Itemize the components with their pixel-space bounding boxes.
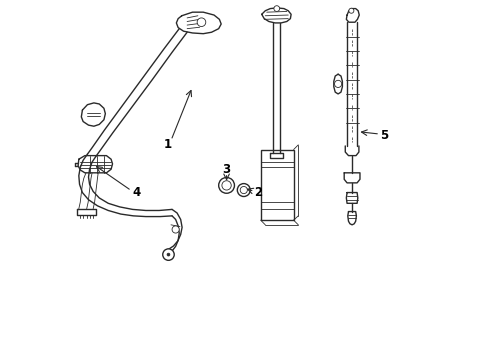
Text: 1: 1: [163, 138, 171, 150]
Circle shape: [163, 249, 174, 260]
Text: 3: 3: [222, 163, 230, 176]
Circle shape: [348, 8, 353, 13]
Polygon shape: [81, 103, 105, 126]
Circle shape: [237, 184, 250, 197]
Polygon shape: [87, 29, 187, 157]
Polygon shape: [79, 160, 172, 217]
Polygon shape: [333, 74, 342, 94]
Text: 4: 4: [132, 186, 140, 199]
Polygon shape: [261, 8, 290, 23]
Polygon shape: [78, 156, 112, 173]
Polygon shape: [347, 212, 356, 225]
Bar: [260, 149, 293, 220]
Text: 5: 5: [380, 129, 387, 142]
Polygon shape: [344, 173, 359, 183]
Circle shape: [197, 18, 205, 27]
Circle shape: [172, 226, 179, 233]
Polygon shape: [270, 153, 283, 158]
Circle shape: [218, 177, 234, 193]
Circle shape: [334, 80, 341, 87]
Polygon shape: [176, 12, 221, 34]
Circle shape: [167, 253, 169, 256]
Polygon shape: [346, 193, 357, 203]
Circle shape: [273, 6, 279, 12]
Polygon shape: [346, 9, 359, 22]
Polygon shape: [77, 209, 96, 215]
Text: 2: 2: [254, 186, 262, 199]
